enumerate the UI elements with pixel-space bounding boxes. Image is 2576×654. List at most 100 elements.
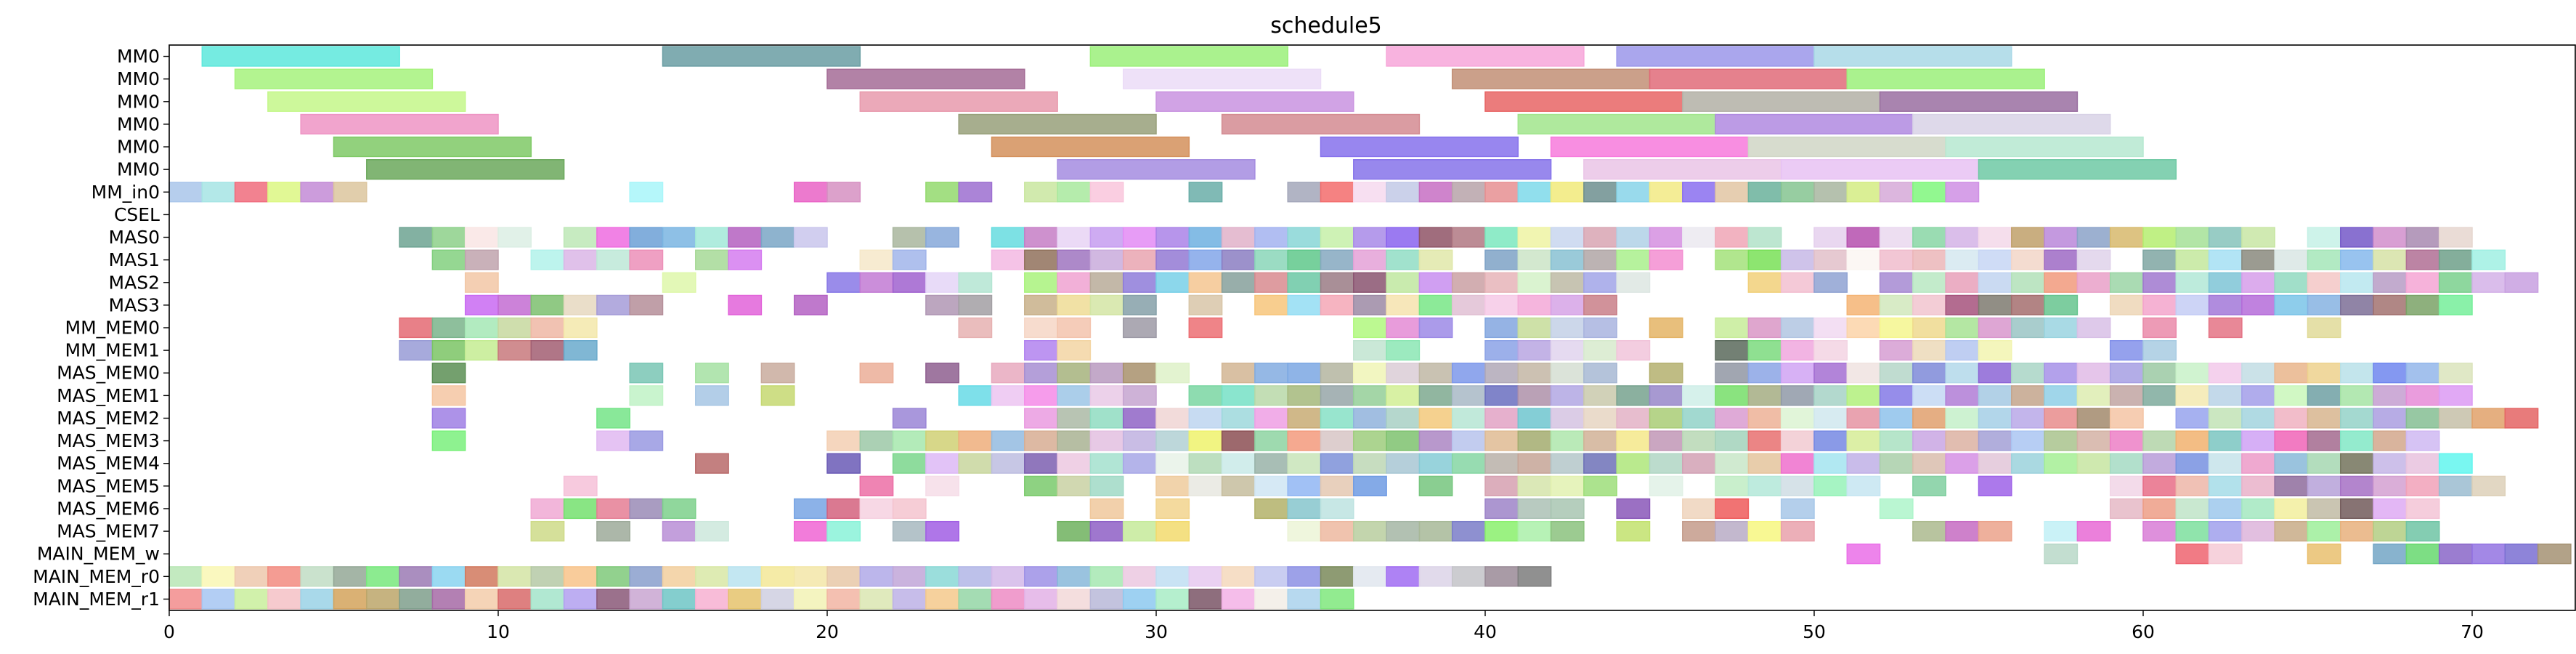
task-bar xyxy=(1978,272,2012,293)
task-bar xyxy=(695,249,729,270)
task-bar xyxy=(1484,430,1519,451)
task-bar xyxy=(1912,272,1946,293)
task-bar xyxy=(1122,589,1157,610)
task-bar xyxy=(1978,363,2012,384)
task-bar xyxy=(1386,385,1421,406)
task-bar xyxy=(892,498,927,520)
task-bar xyxy=(1616,182,1651,203)
task-bar xyxy=(1386,182,1421,203)
task-bar xyxy=(958,294,993,316)
task-bar xyxy=(2373,408,2408,429)
task-bar xyxy=(464,272,499,293)
task-bar xyxy=(1089,520,1124,542)
task-bar xyxy=(925,589,959,610)
task-bar xyxy=(1418,317,1453,339)
task-bar xyxy=(2208,520,2243,542)
task-bar xyxy=(1780,408,1815,429)
task-bar xyxy=(2011,272,2045,293)
task-bar xyxy=(1912,430,1946,451)
task-bar xyxy=(2274,408,2309,429)
task-bar xyxy=(1780,249,1815,270)
task-bar xyxy=(1978,408,2012,429)
task-bar xyxy=(201,46,400,67)
task-bar xyxy=(1616,430,1651,451)
task-bar xyxy=(563,249,598,270)
task-bar xyxy=(530,589,565,610)
task-bar xyxy=(530,566,565,587)
task-bar xyxy=(1978,294,2012,316)
task-bar xyxy=(2241,227,2275,248)
task-bar xyxy=(497,566,532,587)
task-bar xyxy=(2044,227,2079,248)
task-bar xyxy=(958,385,993,406)
task-bar xyxy=(760,566,795,587)
task-bar xyxy=(1715,113,1914,135)
x-tick-label: 70 xyxy=(2461,621,2484,642)
task-bar xyxy=(1089,475,1124,496)
task-bar xyxy=(596,430,630,451)
task-bar xyxy=(333,136,532,158)
task-bar xyxy=(1879,182,1914,203)
task-bar xyxy=(1287,498,1322,520)
task-bar xyxy=(826,182,861,203)
task-bar xyxy=(1682,385,1716,406)
task-bar xyxy=(1254,408,1288,429)
task-bar xyxy=(925,430,959,451)
task-bar xyxy=(1550,227,1585,248)
task-bar xyxy=(1221,566,1256,587)
x-tick-label: 30 xyxy=(1145,621,1168,642)
task-bar xyxy=(1978,249,2012,270)
task-bar xyxy=(563,475,598,496)
task-bar xyxy=(1254,475,1288,496)
task-bar xyxy=(2142,339,2177,361)
task-bar xyxy=(1254,498,1288,520)
task-bar xyxy=(1879,227,1914,248)
task-bar xyxy=(1254,430,1288,451)
task-bar xyxy=(991,249,1025,270)
task-bar xyxy=(2274,363,2309,384)
task-bar xyxy=(431,566,466,587)
row-label: MAS1 xyxy=(109,249,160,270)
task-bar xyxy=(1122,227,1157,248)
task-bar xyxy=(530,339,565,361)
task-bar xyxy=(1089,363,1124,384)
task-bar xyxy=(300,589,335,610)
task-bar xyxy=(2109,363,2144,384)
task-bar xyxy=(925,227,959,248)
task-bar xyxy=(1320,408,1354,429)
task-bar xyxy=(1616,408,1651,429)
task-bar xyxy=(1583,408,1617,429)
task-bar xyxy=(300,182,335,203)
task-bar xyxy=(1353,566,1387,587)
task-bar xyxy=(1254,363,1288,384)
task-bar xyxy=(1418,249,1453,270)
task-bar xyxy=(1978,475,2012,496)
task-bar xyxy=(958,317,993,339)
task-bar xyxy=(2307,294,2341,316)
task-bar xyxy=(1715,249,1750,270)
task-bar xyxy=(925,566,959,587)
task-bar xyxy=(1846,317,1881,339)
task-bar xyxy=(234,68,434,89)
task-bar xyxy=(2405,408,2440,429)
task-bar xyxy=(497,227,532,248)
task-bar xyxy=(1583,227,1617,248)
task-bar xyxy=(1583,294,1617,316)
task-bar xyxy=(1780,272,1815,293)
task-bar xyxy=(431,339,466,361)
task-bar xyxy=(925,182,959,203)
task-bar xyxy=(1024,317,1058,339)
row-label: MAIN_MEM_w xyxy=(37,544,160,565)
task-bar xyxy=(399,566,434,587)
task-bar xyxy=(1221,589,1256,610)
task-bar xyxy=(1188,408,1223,429)
task-bar xyxy=(1386,227,1421,248)
task-bar xyxy=(2307,544,2341,565)
task-bar xyxy=(2438,385,2473,406)
task-bar xyxy=(760,385,795,406)
task-bar xyxy=(2044,317,2079,339)
row-label: MM0 xyxy=(117,68,160,89)
task-bar xyxy=(1287,453,1322,474)
task-bar xyxy=(2274,475,2309,496)
task-bar xyxy=(464,317,499,339)
